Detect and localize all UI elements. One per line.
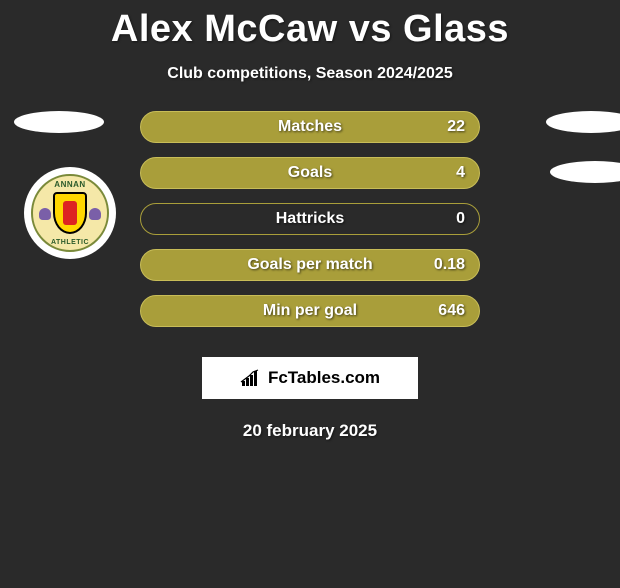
stat-bar-label: Goals — [288, 164, 332, 182]
stat-bars: Matches 22 Goals 4 Hattricks 0 Goals per match… — [140, 111, 480, 327]
stat-bar-value: 4 — [456, 164, 465, 182]
stat-bar-value: 646 — [438, 302, 465, 320]
player-slot-right-2 — [550, 161, 620, 183]
stat-bar: Matches 22 — [140, 111, 480, 143]
stat-bar-value: 0.18 — [434, 256, 465, 274]
player-slot-left — [14, 111, 104, 133]
stat-bar: Goals per match 0.18 — [140, 249, 480, 281]
stat-bar: Min per goal 646 — [140, 295, 480, 327]
page-title: Alex McCaw vs Glass — [0, 8, 620, 51]
club-badge: ANNAN ATHLETIC — [24, 167, 116, 259]
thistle-icon — [39, 208, 51, 220]
badge-text-bottom: ATHLETIC — [33, 239, 107, 246]
stat-bar-label: Min per goal — [263, 302, 357, 320]
date-line: 20 february 2025 — [0, 421, 620, 441]
stat-bar-value: 22 — [447, 118, 465, 136]
stat-bar-value: 0 — [456, 210, 465, 228]
branding-text: FcTables.com — [268, 368, 380, 388]
bars-chart-icon — [240, 369, 262, 387]
club-badge-inner: ANNAN ATHLETIC — [31, 174, 109, 252]
comparison-content: ANNAN ATHLETIC Matches 22 Goals 4 Hattricks 0… — [0, 111, 620, 441]
thistle-icon — [89, 208, 101, 220]
player-slot-right-1 — [546, 111, 620, 133]
badge-text-top: ANNAN — [33, 180, 107, 189]
stat-bar: Hattricks 0 — [140, 203, 480, 235]
stat-bar: Goals 4 — [140, 157, 480, 189]
subtitle: Club competitions, Season 2024/2025 — [0, 65, 620, 83]
branding-box: FcTables.com — [202, 357, 418, 399]
shield-icon — [53, 192, 87, 234]
stat-bar-label: Goals per match — [247, 256, 372, 274]
stat-bar-label: Hattricks — [276, 210, 344, 228]
stat-bar-label: Matches — [278, 118, 342, 136]
